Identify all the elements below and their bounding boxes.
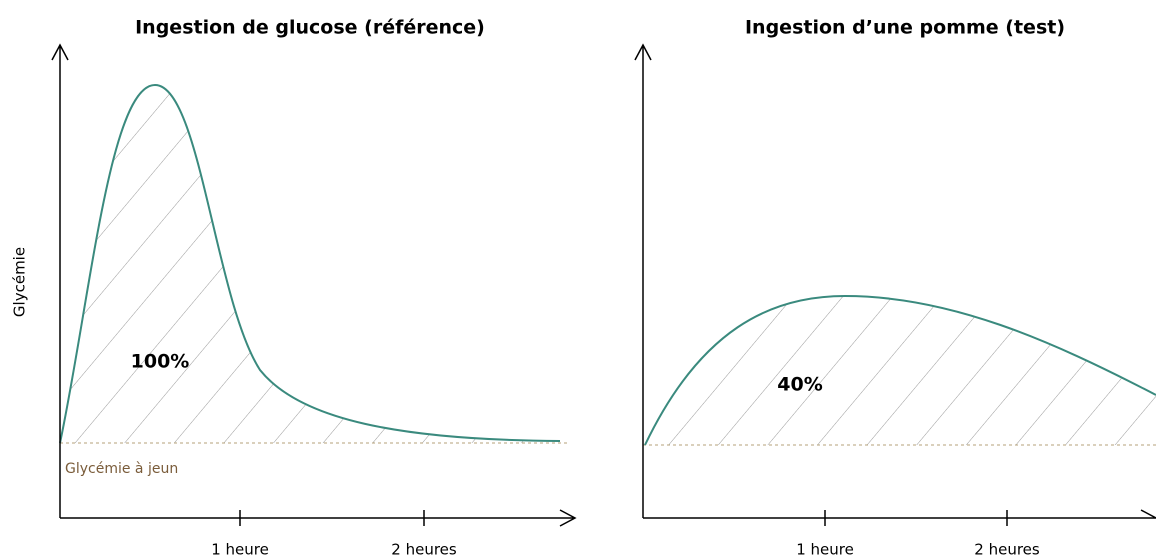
x-tick-label: 2 heures <box>391 541 457 559</box>
panel-title: Ingestion d’une pomme (test) <box>745 17 1065 39</box>
y-axis <box>634 43 652 518</box>
baseline-label: Glycémie à jeun <box>65 461 178 477</box>
area-hatch <box>645 296 1156 445</box>
curve <box>59 83 561 444</box>
y-axis <box>51 43 69 518</box>
panel-title: Ingestion de glucose (référence) <box>135 17 485 39</box>
x-tick-label: 1 heure <box>211 541 269 559</box>
x-axis <box>643 509 1156 519</box>
area-label: 40% <box>777 374 822 396</box>
area-label: 100% <box>131 351 190 373</box>
panel-right: Ingestion d’une pomme (test) 1 heure 2 h… <box>634 17 1156 559</box>
area-hatch <box>60 85 560 443</box>
y-label: Glycémie <box>11 247 29 317</box>
x-axis <box>60 509 577 527</box>
curve <box>644 294 1156 446</box>
panel-left: Ingestion de glucose (référence) 1 heure… <box>51 17 577 559</box>
x-tick-label: 1 heure <box>796 541 854 559</box>
x-tick-label: 2 heures <box>974 541 1040 559</box>
